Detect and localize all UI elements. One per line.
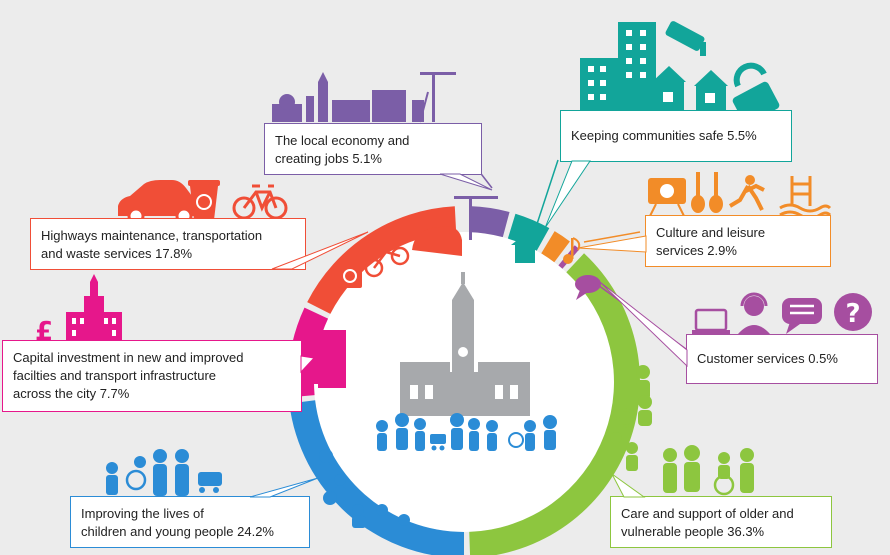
donut-segment-economy <box>469 206 510 238</box>
callout-care-wrapper: Care and support of older and vulnerable… <box>610 496 832 548</box>
callout-safe: Keeping communities safe 5.5% <box>560 110 792 162</box>
music-note-icon <box>563 237 581 264</box>
callout-highways-line1: Highways maintenance, transportation <box>41 228 263 243</box>
ring-car-icon <box>412 226 462 256</box>
callout-care: Care and support of older and vulnerable… <box>610 496 832 548</box>
callout-highways-wrapper: Highways maintenance, transportation and… <box>30 218 306 270</box>
callout-capital-line2: facilties and transport infrastructure <box>13 368 217 383</box>
callout-capital-line1: Capital investment in new and improved <box>13 350 244 365</box>
city-buildings-icon <box>580 22 728 118</box>
callout-tails <box>249 160 688 498</box>
town-hall-icon <box>400 272 530 416</box>
callout-economy: The local economy and creating jobs 5.1% <box>264 123 482 175</box>
city-skyline-icon <box>272 72 456 123</box>
callout-highways-line2: and waste services 17.8% <box>41 246 193 261</box>
children-icon <box>106 449 222 496</box>
donut-segment-care <box>469 253 640 555</box>
callout-care-line2: vulnerable people 36.3% <box>621 524 765 539</box>
callout-customer-line1: Customer services 0.5% <box>697 351 838 366</box>
callout-culture: Culture and leisure services 2.9% <box>645 215 831 267</box>
callout-safe-line1: Keeping communities safe 5.5% <box>571 128 757 143</box>
callout-children: Improving the lives of children and youn… <box>70 496 310 548</box>
question-icon: ? <box>845 299 860 329</box>
callout-customer-wrapper: Customer services 0.5% <box>686 334 878 384</box>
callout-economy-line1: The local economy and <box>275 133 410 148</box>
callout-care-line1: Care and support of older and <box>621 506 794 521</box>
callout-economy-line2: creating jobs 5.1% <box>275 151 382 166</box>
callout-children-line1: Improving the lives of <box>81 506 204 521</box>
ring-buildings-icon <box>276 330 346 388</box>
car-icon <box>118 180 202 225</box>
recycling-bin-icon <box>188 180 220 220</box>
town-hall-magenta-icon <box>66 274 122 342</box>
callout-capital-wrapper: Capital investment in new and improved f… <box>2 340 302 412</box>
people-group-icon <box>376 413 557 451</box>
callout-highways: Highways maintenance, transportation and… <box>30 218 306 270</box>
bicycle-icon <box>232 184 288 220</box>
callout-capital-line3: across the city 7.7% <box>13 386 130 401</box>
ring-children-figures <box>318 449 410 528</box>
ring-bicycle-icon <box>364 246 410 278</box>
callout-capital: Capital investment in new and improved f… <box>2 340 302 412</box>
callout-culture-wrapper: Culture and leisure services 2.9% <box>645 215 831 267</box>
callout-culture-line1: Culture and leisure <box>656 225 766 240</box>
ring-care-figures <box>610 365 652 471</box>
callout-economy-wrapper: The local economy and creating jobs 5.1% <box>264 123 482 175</box>
crane-icon <box>454 196 498 240</box>
chat-bubble-icon <box>575 275 601 300</box>
callout-safe-wrapper: Keeping communities safe 5.5% <box>560 110 792 162</box>
pound-sign-icon: £ <box>35 317 53 347</box>
culture-icons <box>648 172 832 220</box>
callout-children-wrapper: Improving the lives of children and youn… <box>70 496 310 548</box>
callout-culture-line2: services 2.9% <box>656 243 737 258</box>
callout-children-line2: children and young people 24.2% <box>81 524 274 539</box>
ring-recycle-icon <box>338 262 362 288</box>
callout-customer: Customer services 0.5% <box>686 334 878 384</box>
elderly-people-icon <box>663 445 754 496</box>
customer-icons: ? <box>692 292 872 334</box>
donut-segment-culture <box>541 231 570 263</box>
house-icon <box>511 234 539 263</box>
cctv-camera-icon <box>665 21 706 56</box>
